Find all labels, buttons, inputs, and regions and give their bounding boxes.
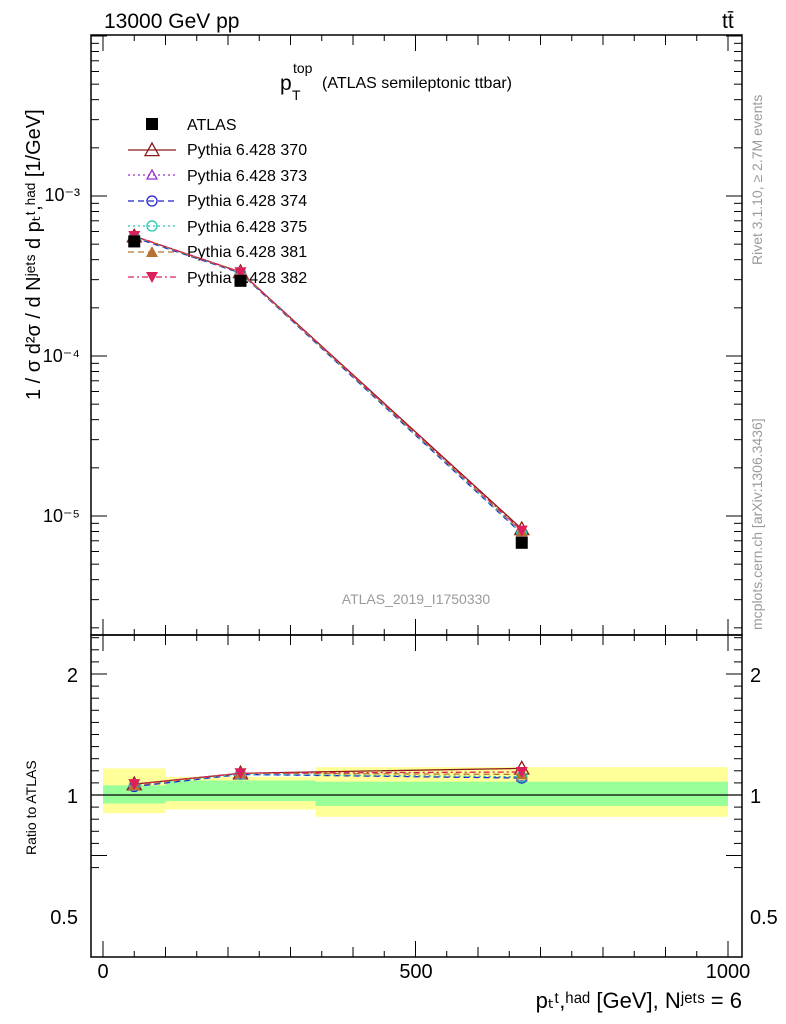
legend-label-5: Pythia 6.428 381 [187, 244, 307, 261]
analysis-id: ATLAS_2019_I1750330 [342, 591, 491, 607]
series-4 [128, 231, 528, 791]
y-tick-label-ratio-left-1: 1 [67, 786, 78, 808]
series-6 [128, 231, 528, 791]
y-tick-label-ratio-right-0: 2 [750, 665, 761, 687]
legend-entry-6: Pythia 6.428 382 [128, 270, 307, 287]
legend-symbol-4 [146, 220, 158, 232]
x-tick-label-2: 1000 [706, 961, 751, 983]
legend-label-1: Pythia 6.428 370 [187, 142, 307, 159]
data-point-main [128, 235, 141, 248]
legend-symbol-6 [146, 272, 158, 283]
legend-entry-3: Pythia 6.428 374 [128, 193, 307, 210]
legend-label-2: Pythia 6.428 373 [187, 168, 307, 185]
legend-entry-4: Pythia 6.428 375 [128, 219, 307, 236]
series-point-main-6 [234, 267, 247, 279]
process-label: tt̄ [722, 10, 734, 33]
y-tick-label-ratio-left-0: 2 [67, 665, 78, 687]
legend-marker-6 [128, 272, 176, 283]
legend-marker-3 [128, 195, 176, 207]
legend-symbol-3 [146, 195, 158, 207]
legend-entry-0: ATLAS [146, 117, 237, 134]
rivet-label: Rivet 3.1.10, ≥ 2.7M events [749, 95, 765, 265]
legend-entry-5: Pythia 6.428 381 [128, 244, 307, 261]
legend-symbol-1 [143, 141, 161, 157]
legend-symbol-5 [146, 246, 158, 257]
series-1 [126, 227, 530, 791]
series-line-ratio-5 [134, 772, 522, 786]
series-3 [128, 231, 528, 793]
data-point-main [515, 536, 528, 549]
y-tick-label-main-1: 10⁻⁴ [43, 346, 80, 366]
ratio-band-stat-1 [165, 780, 316, 802]
chart-series [126, 227, 530, 793]
legend-label-0: ATLAS [187, 117, 237, 134]
data-point-main [234, 274, 247, 287]
ratio-panel-frame [90, 634, 743, 958]
ratio-band-stat-2 [315, 781, 728, 806]
mcplots-label: mcplots.cern.ch [arXiv:1306.3436] [749, 418, 765, 630]
legend-marker-4 [128, 220, 176, 232]
legend-label-4: Pythia 6.428 375 [187, 219, 307, 236]
y-tick-label-ratio-left-2: 0.5 [50, 907, 78, 929]
y-tick-label-ratio-right-2: 0.5 [750, 907, 778, 929]
series-line-ratio-3 [134, 773, 522, 788]
legend: ATLAS Pythia 6.428 370 Pythia 6.428 373 … [128, 117, 307, 287]
x-tick-label-0: 0 [97, 961, 108, 983]
legend-entry-2: Pythia 6.428 373 [128, 168, 307, 185]
legend-label-3: Pythia 6.428 374 [187, 193, 307, 210]
legend-entry-1: Pythia 6.428 370 [128, 141, 307, 159]
legend-symbol-0 [146, 118, 158, 130]
series-point-ratio-6 [234, 768, 247, 780]
plot-title-main: p [280, 72, 292, 95]
series-line-ratio-6 [134, 771, 522, 785]
y-axis-title-ratio: Ratio to ATLAS [23, 760, 39, 855]
plot-title-rest: (ATLAS semileptonic ttbar) [322, 75, 512, 92]
y-axis-title-main: 1 / σ d²σ / d Nʲᵉᵗˢ d pₜᵗ,ʰᵃᵈ [1/GeV] [23, 109, 45, 400]
series-2 [128, 230, 528, 790]
legend-marker-0 [146, 118, 158, 130]
series-5 [128, 230, 528, 791]
energy-label: 13000 GeV pp [104, 10, 239, 33]
legend-marker-2 [128, 168, 176, 180]
series-point-main-6 [515, 525, 528, 537]
series-point-ratio-6 [515, 767, 528, 779]
legend-symbol-2 [145, 168, 159, 180]
y-tick-label-main-0: 10⁻³ [44, 185, 80, 205]
x-axis-title: pₜᵗ,ʰᵃᵈ [GeV], Nʲᵉᵗˢ = 6 [536, 988, 742, 1013]
series-atlas-data [128, 235, 528, 549]
ratio-band-stat-0 [103, 785, 166, 804]
series-point-ratio-6 [128, 779, 141, 791]
legend-marker-1 [128, 141, 176, 157]
x-tick-label-1: 500 [399, 961, 432, 983]
y-tick-label-main-2: 10⁻⁵ [43, 506, 80, 526]
axis-ticks [91, 35, 742, 957]
legend-marker-5 [128, 246, 176, 257]
plot-title-sub: T [292, 87, 301, 103]
y-tick-label-ratio-right-1: 1 [750, 786, 761, 808]
plot-title-sup: top [293, 60, 313, 76]
